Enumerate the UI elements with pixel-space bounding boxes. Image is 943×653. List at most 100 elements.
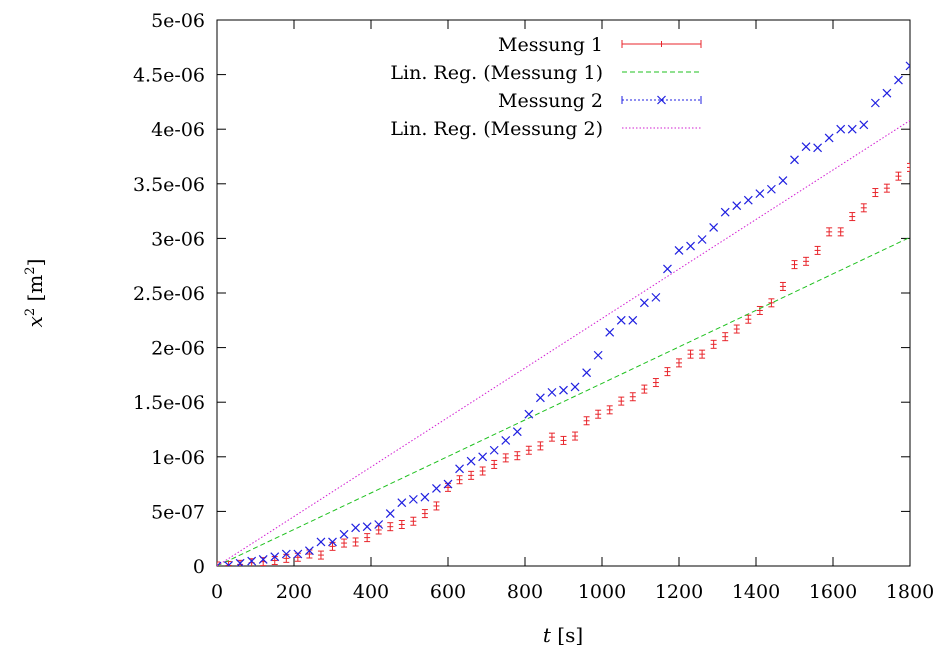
data-point <box>408 494 418 504</box>
legend-item: Lin. Reg. (Messung 2) <box>390 118 701 140</box>
data-point <box>583 416 590 426</box>
y-tick-label: 2.5e-06 <box>133 283 205 305</box>
data-point <box>258 555 268 564</box>
data-point <box>351 523 361 533</box>
data-point <box>397 498 407 508</box>
x-tick-label: 400 <box>353 581 389 603</box>
series-1 <box>217 162 910 566</box>
data-point <box>813 143 823 153</box>
data-point <box>281 549 291 559</box>
data-point <box>547 387 557 397</box>
data-point <box>270 552 280 562</box>
data-point <box>641 384 648 394</box>
data-point <box>524 409 534 419</box>
data-point <box>535 393 545 403</box>
x-axis-label: t [s] <box>543 623 583 647</box>
data-point <box>339 529 349 539</box>
data-point <box>847 124 857 134</box>
series-layer <box>217 61 910 566</box>
data-point <box>570 382 580 392</box>
data-point <box>410 516 417 526</box>
data-point <box>618 396 625 406</box>
legend-label: Messung 2 <box>498 90 603 112</box>
data-point <box>421 509 428 519</box>
data-point <box>512 427 522 437</box>
data-point <box>791 260 798 270</box>
data-point <box>639 298 649 308</box>
y-tick-label: 3e-06 <box>151 228 205 250</box>
data-point <box>686 241 695 251</box>
data-point <box>352 537 359 547</box>
data-point <box>883 183 890 193</box>
data-point <box>766 184 776 194</box>
data-point <box>559 385 568 395</box>
data-point <box>664 367 671 377</box>
x-tick-label: 1200 <box>655 581 703 603</box>
series-2 <box>217 236 910 566</box>
legend-item: Messung 2 <box>498 90 702 112</box>
data-point <box>779 281 786 291</box>
data-point <box>836 124 846 134</box>
x-tick-label: 1600 <box>809 581 857 603</box>
data-point <box>525 445 532 455</box>
y-tick-label: 5e-06 <box>151 10 205 32</box>
data-point <box>652 378 659 388</box>
data-point <box>501 435 511 445</box>
data-point <box>790 155 799 165</box>
data-point <box>710 339 717 349</box>
data-point <box>304 546 314 556</box>
data-point <box>697 235 707 244</box>
data-point <box>595 409 602 419</box>
data-point <box>870 98 880 108</box>
data-point <box>316 537 326 547</box>
data-point <box>733 324 740 334</box>
y-tick-label: 1.5e-06 <box>133 392 205 414</box>
data-point <box>247 556 257 566</box>
data-point <box>387 522 394 532</box>
axis-ticks: 0 200 400 600 800 1000 1200 1400 1600 1800 0 5e-07 1… <box>133 10 934 603</box>
x-tick-label: 1400 <box>732 581 780 603</box>
data-point <box>489 445 499 455</box>
data-point <box>801 142 811 152</box>
x-tick-label: 200 <box>276 581 312 603</box>
data-point <box>537 441 544 451</box>
data-point <box>328 537 337 547</box>
y-axis-label: x2 [m2] <box>23 259 47 328</box>
series-3 <box>217 61 910 566</box>
data-point <box>433 501 440 511</box>
data-point <box>548 432 555 442</box>
x-tick-label: 1000 <box>578 581 626 603</box>
legend-item: Messung 1 <box>498 34 702 56</box>
legend-label: Lin. Reg. (Messung 1) <box>390 62 603 84</box>
data-point <box>824 133 834 143</box>
data-point <box>895 171 902 181</box>
data-point <box>709 223 719 232</box>
data-point <box>237 559 244 566</box>
data-point <box>224 561 233 566</box>
data-point <box>745 314 752 324</box>
data-point <box>628 315 638 325</box>
legend-swatch <box>621 40 702 48</box>
data-point <box>605 327 615 337</box>
data-point <box>466 456 476 466</box>
legend: Messung 1 Lin. Reg. (Messung 1) Messung 2 L… <box>390 34 702 140</box>
x-tick-label: 0 <box>211 581 223 603</box>
data-point <box>803 256 810 266</box>
data-point <box>849 212 856 222</box>
data-point <box>443 479 453 489</box>
y-tick-label: 5e-07 <box>151 501 205 523</box>
data-point <box>606 405 613 415</box>
data-point <box>778 176 788 185</box>
data-point <box>629 392 636 402</box>
data-point <box>341 538 348 548</box>
data-point <box>317 550 324 560</box>
data-point <box>663 264 672 274</box>
data-point <box>894 75 903 85</box>
y-tick-label: 1e-06 <box>151 447 205 469</box>
data-point <box>420 492 430 502</box>
data-point <box>872 188 879 198</box>
data-point <box>756 305 763 315</box>
data-point <box>217 561 220 566</box>
data-point <box>456 475 463 485</box>
data-point <box>905 61 910 71</box>
